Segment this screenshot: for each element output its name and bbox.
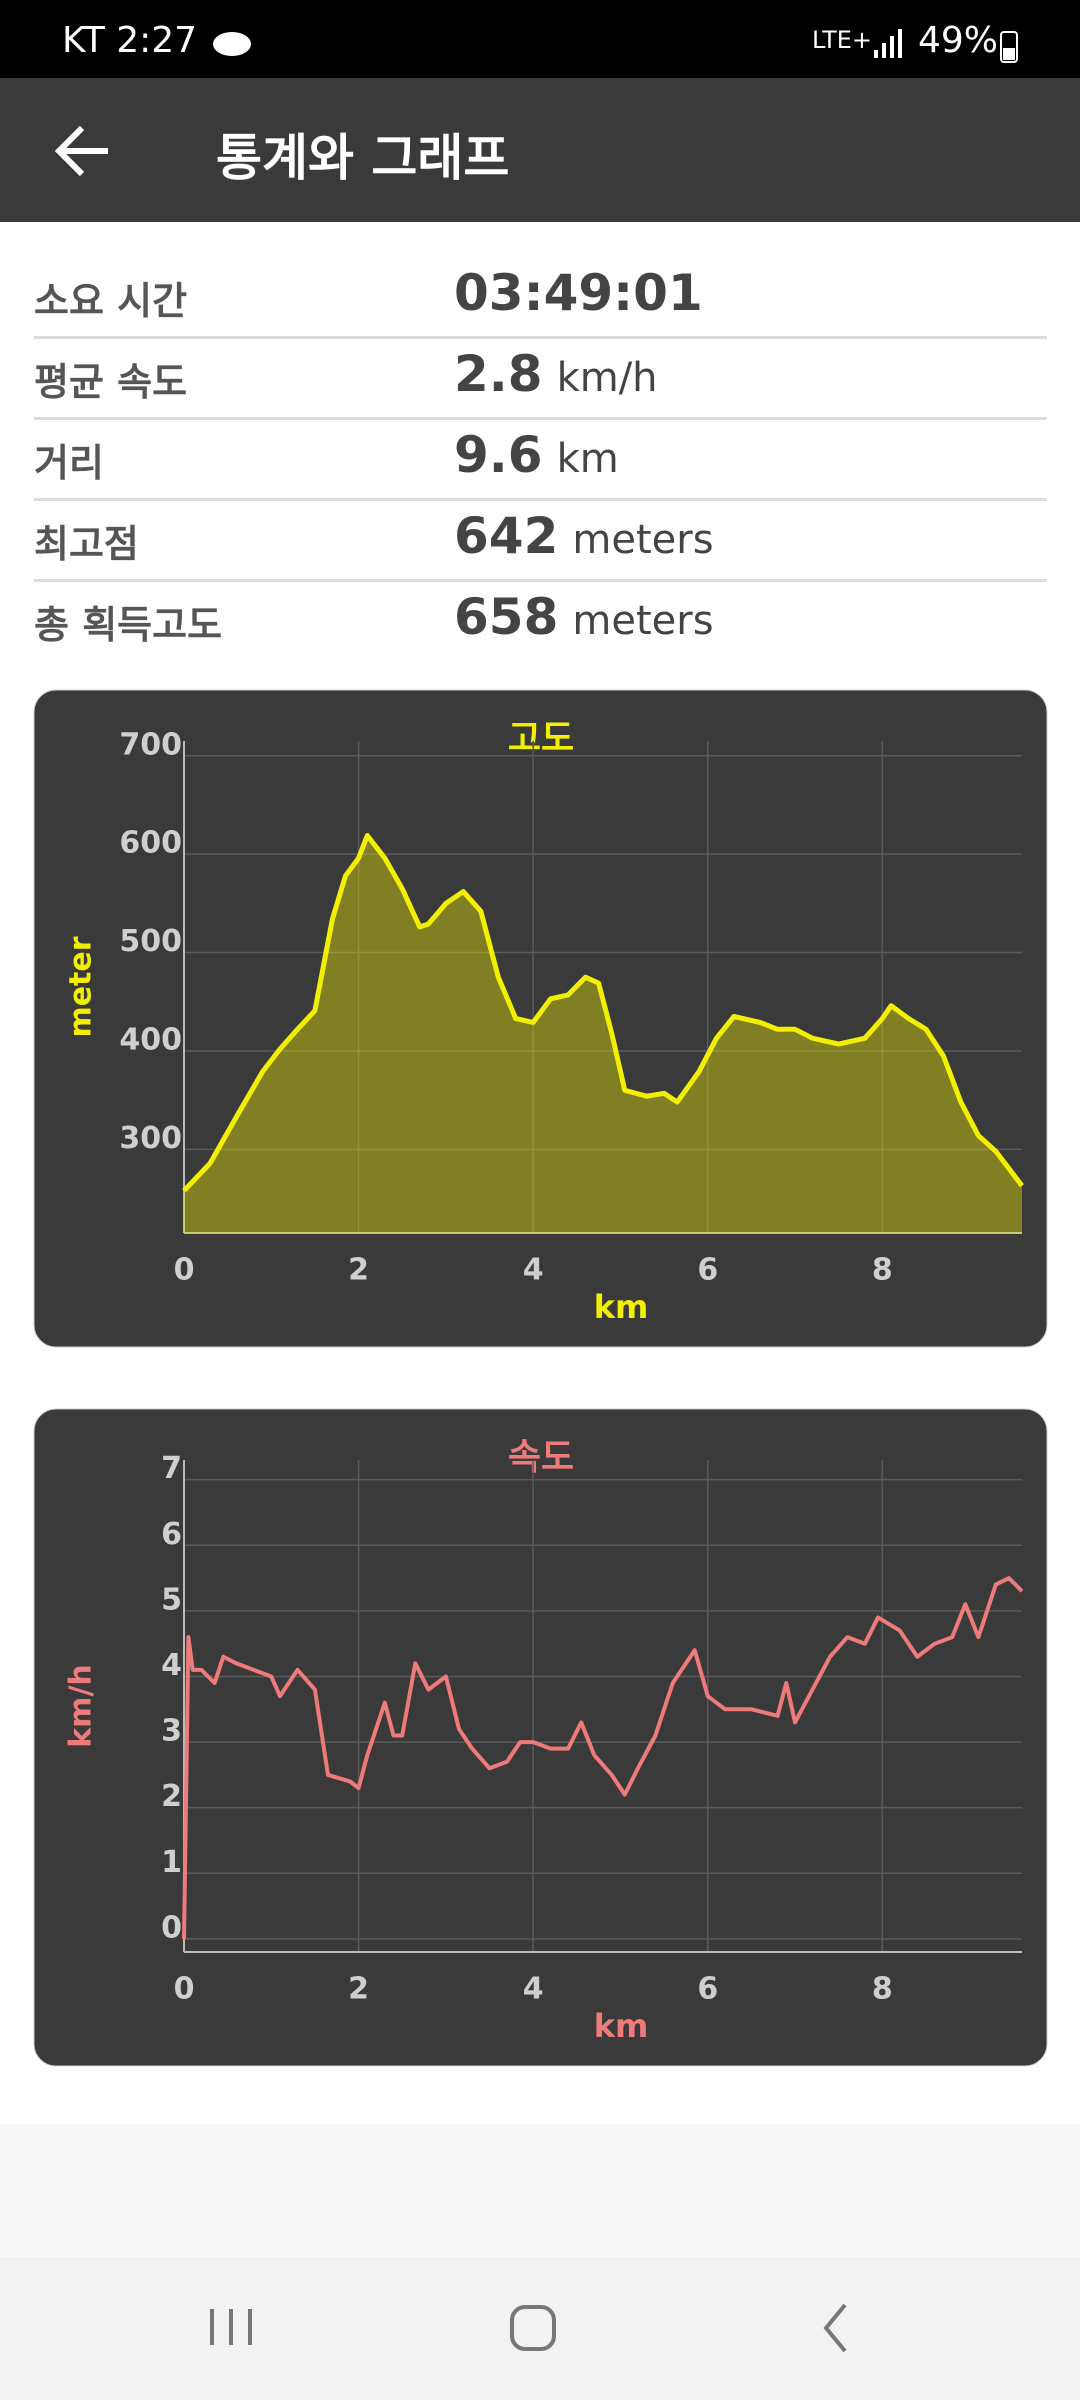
- stat-value-box: 9.6 km: [454, 426, 619, 484]
- stat-label: 거리: [34, 441, 104, 485]
- line: [182, 1576, 1024, 1939]
- nav-bar: [0, 2257, 1080, 2400]
- screen-title: 통계와 그래프: [216, 129, 510, 187]
- stat-value-box: 658 meters: [454, 588, 714, 646]
- stat-unit: meters: [572, 598, 714, 644]
- charts: 고도 300 400 500 600 700 0 2 4 6 8 km meter 속도 0 1 2 3 4 5 6 7 0…: [33, 689, 1048, 2067]
- nav-buttons: [210, 2303, 847, 2353]
- stat-label: 총 획득고도: [34, 603, 223, 647]
- stat-value: 642: [454, 507, 559, 565]
- x-tick-label: 2: [348, 1253, 369, 1288]
- y-axis-label: km/h: [64, 1664, 99, 1748]
- y-tick-label: 2: [161, 1779, 182, 1814]
- y-tick-label: 600: [119, 826, 182, 861]
- battery-icon: [1000, 31, 1018, 63]
- y-tick-label: 700: [119, 727, 182, 762]
- footer-space: [0, 2124, 1080, 2257]
- home-button[interactable]: [510, 2305, 556, 2351]
- y-tick-label: 3: [161, 1714, 182, 1749]
- chart-title: 고도: [508, 718, 574, 759]
- y-tick-label: 0: [161, 1910, 182, 1945]
- stat-label: 최고점: [34, 522, 139, 566]
- stat-row: 총 획득고도 658 meters: [34, 582, 1047, 663]
- status-bar: KT 2:27 LTE+ 49%: [0, 0, 1080, 78]
- x-tick-label: 2: [348, 1972, 369, 2007]
- stat-value: 658: [454, 588, 559, 646]
- y-tick-label: 500: [119, 924, 182, 959]
- y-tick-label: 5: [161, 1582, 182, 1617]
- stat-label: 평균 속도: [34, 360, 188, 404]
- x-axis-label: km: [594, 2007, 649, 2045]
- y-tick-label: 6: [161, 1517, 182, 1552]
- x-tick-label: 8: [872, 1972, 893, 2007]
- stat-unit: km/h: [556, 355, 658, 401]
- x-tick-label: 0: [174, 1253, 195, 1288]
- stat-value: 03:49:01: [454, 264, 703, 322]
- y-tick-label: 4: [161, 1648, 182, 1683]
- stat-row: 최고점 642 meters: [34, 501, 1047, 582]
- y-axis-label: meter: [64, 936, 99, 1037]
- stat-row: 평균 속도 2.8 km/h: [34, 339, 1047, 420]
- stat-unit: meters: [572, 517, 714, 563]
- y-tick-label: 400: [119, 1022, 182, 1057]
- back-button[interactable]: [54, 124, 114, 178]
- chart-card: [33, 1408, 1048, 2067]
- battery-level: 49%: [918, 20, 999, 61]
- chart-title: 속도: [508, 1437, 574, 1478]
- x-tick-label: 6: [697, 1972, 718, 2007]
- line: [182, 833, 1024, 1193]
- area-fill: [184, 835, 1022, 1233]
- x-axis-label: km: [594, 1288, 649, 1326]
- app-bar: 통계와 그래프: [0, 78, 1080, 222]
- stat-value-box: 2.8 km/h: [454, 345, 658, 403]
- stat-row: 소요 시간 03:49:01: [34, 258, 1047, 339]
- stat-row: 거리 9.6 km: [34, 420, 1047, 501]
- stat-label: 소요 시간: [34, 279, 188, 323]
- stats-table: 소요 시간 03:49:01 평균 속도 2.8 km/h 거리 9.6 km 최고점 642 me…: [34, 258, 1047, 663]
- x-tick-label: 6: [697, 1253, 718, 1288]
- recent-apps-button[interactable]: [210, 2309, 252, 2345]
- back-nav-button[interactable]: [823, 2303, 847, 2353]
- stat-unit: km: [556, 436, 619, 482]
- x-tick-label: 4: [523, 1972, 544, 2007]
- x-tick-label: 8: [872, 1253, 893, 1288]
- chat-icon: [213, 32, 251, 56]
- x-tick-label: 0: [174, 1972, 195, 2007]
- stat-value: 2.8: [454, 345, 543, 403]
- stat-value-box: 03:49:01: [454, 264, 703, 322]
- y-tick-label: 300: [119, 1121, 182, 1156]
- y-tick-label: 7: [161, 1451, 182, 1486]
- network: LTE+: [812, 26, 872, 54]
- carrier-time: KT 2:27: [62, 20, 198, 61]
- y-tick-label: 1: [161, 1845, 182, 1880]
- signal-icon: [874, 29, 902, 58]
- stat-value: 9.6: [454, 426, 543, 484]
- stat-value-box: 642 meters: [454, 507, 714, 565]
- x-tick-label: 4: [523, 1253, 544, 1288]
